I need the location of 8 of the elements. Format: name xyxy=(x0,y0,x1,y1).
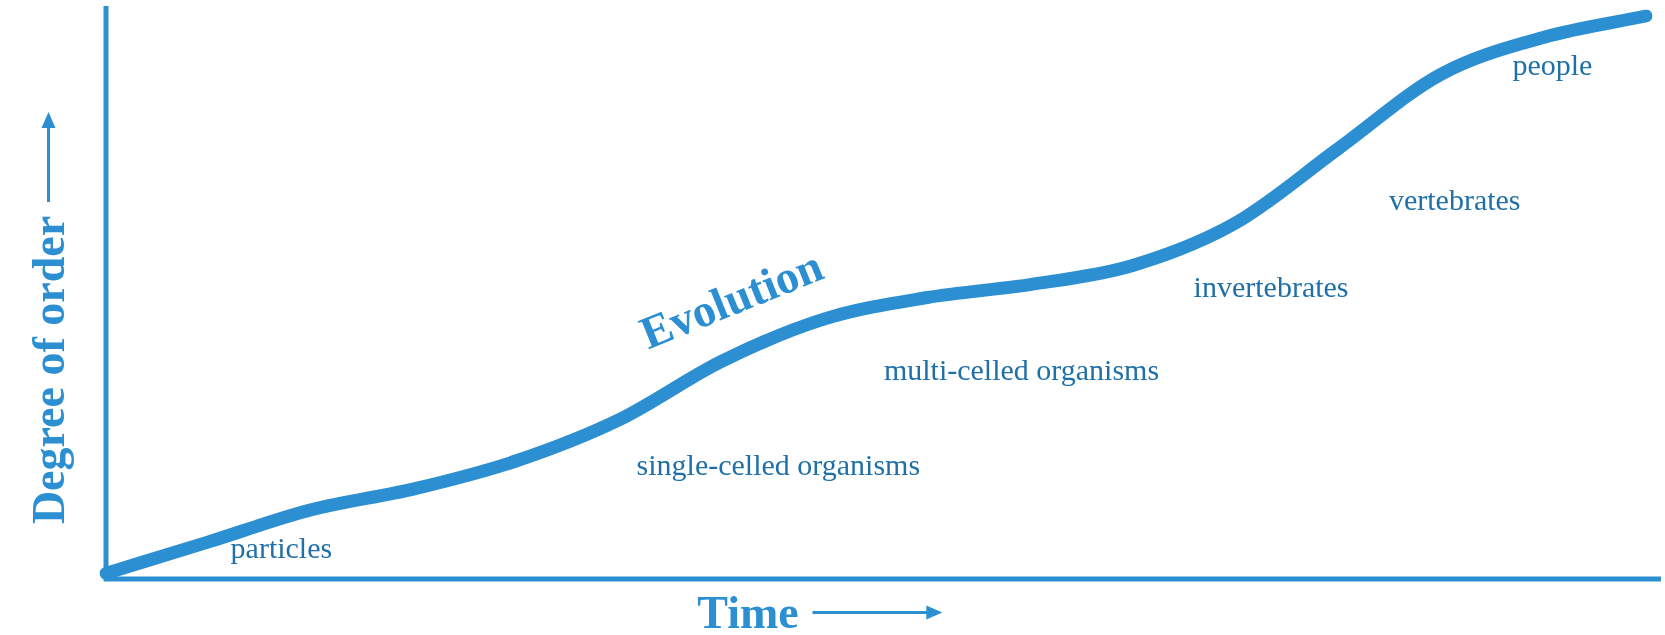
annotation: vertebrates xyxy=(1388,182,1521,216)
annotation: particles xyxy=(230,530,333,564)
annotation: invertebrates xyxy=(1193,269,1349,303)
y-axis-title: Degree of order xyxy=(21,215,75,525)
annotation: multi-celled organisms xyxy=(883,352,1160,386)
annotation: people xyxy=(1512,47,1593,81)
annotation: single-celled organisms xyxy=(636,448,921,482)
x-axis-title: Time xyxy=(697,585,799,635)
